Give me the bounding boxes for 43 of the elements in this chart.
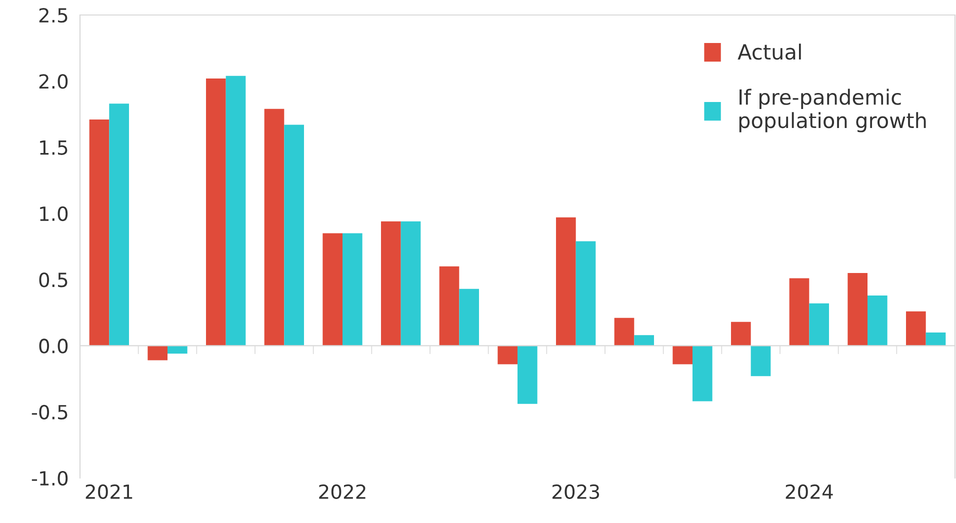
bar: [614, 318, 634, 346]
y-tick-label: 0.5: [39, 272, 68, 288]
bar: [731, 322, 751, 346]
y-tick-label: 0.0: [39, 338, 68, 354]
bar: [206, 78, 226, 346]
x-tick-label: 2022: [319, 484, 366, 500]
bar: [692, 346, 712, 402]
legend-label: Actual: [738, 44, 801, 60]
bar: [342, 233, 362, 346]
bar: [322, 233, 342, 346]
bar: [264, 108, 284, 346]
bar: [809, 303, 829, 346]
bar: [672, 346, 692, 364]
y-tick-label: 2.5: [39, 8, 68, 23]
bar: [459, 288, 479, 346]
bar: [148, 346, 168, 360]
bar: [556, 217, 576, 346]
bar: [750, 346, 771, 376]
bar: [518, 346, 538, 404]
y-tick-label: -0.5: [32, 404, 68, 420]
bar: [439, 266, 460, 346]
bar: [789, 278, 810, 346]
legend-label: If pre-pandemic population growth: [739, 88, 926, 132]
bar: [848, 272, 868, 346]
bar: [381, 221, 401, 346]
bar: [926, 332, 946, 346]
x-tick-label: 2023: [552, 484, 600, 500]
bar: [498, 346, 518, 364]
y-tick-label: 2.0: [39, 74, 68, 89]
y-tick-label: 1.5: [40, 140, 68, 155]
y-tick-label: -1.0: [32, 470, 68, 486]
bar: [906, 311, 926, 346]
bar: [576, 241, 596, 346]
bar: [284, 124, 304, 346]
y-tick-label: 1.0: [40, 206, 68, 222]
bar: [109, 104, 129, 346]
bar: [868, 295, 888, 346]
x-tick-label: 2021: [86, 484, 132, 500]
bar: [89, 120, 110, 346]
bar: [400, 221, 421, 346]
bar: [226, 76, 246, 346]
x-tick-label: 2024: [786, 484, 833, 500]
bar: [634, 335, 654, 346]
